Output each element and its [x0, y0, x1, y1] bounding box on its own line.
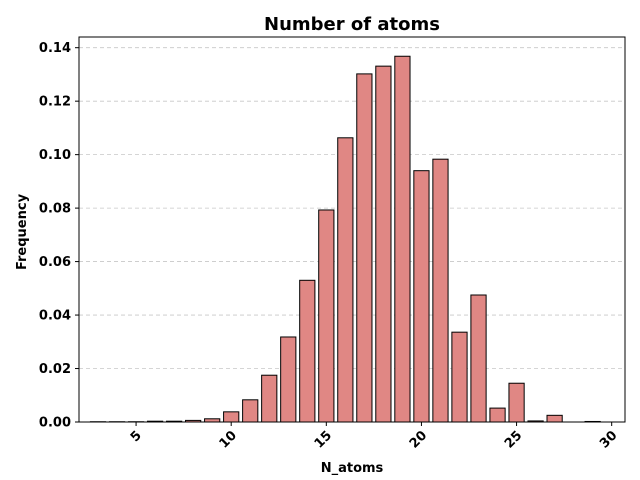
bar-13 [280, 336, 297, 423]
x-tick-label: 15 [312, 428, 335, 451]
y-ticks: 0.00 0.02 0.04 0.06 0.08 0.10 0.12 0.14 [39, 41, 79, 431]
y-tick-label: 0.00 [39, 416, 71, 431]
y-axis-label: Frequency [15, 193, 30, 270]
x-tick-label: 30 [597, 428, 620, 451]
y-tick-label: 0.14 [39, 41, 71, 56]
bar-18 [375, 65, 392, 423]
bar-22 [451, 331, 468, 423]
x-ticks: 5 10 15 20 25 30 [128, 422, 621, 452]
y-tick-label: 0.08 [39, 202, 71, 217]
bar-15 [318, 209, 335, 423]
bar-10 [223, 411, 240, 423]
y-tick-label: 0.10 [39, 148, 71, 163]
axes-layer [78, 36, 626, 423]
bar-14 [299, 279, 316, 423]
x-tick-label: 5 [128, 428, 145, 445]
bar-16 [337, 137, 354, 423]
bar-21 [432, 158, 449, 423]
y-tick-label: 0.06 [39, 255, 71, 270]
bar-24 [489, 407, 506, 423]
bar-23 [470, 294, 487, 423]
x-tick-label: 25 [502, 428, 525, 451]
bar-20 [413, 170, 430, 423]
x-tick-label: 10 [217, 428, 240, 451]
bar-27 [546, 414, 563, 423]
y-tick-label: 0.12 [39, 95, 71, 110]
bar-17 [356, 73, 373, 423]
bar-11 [242, 399, 259, 423]
x-axis-label: N_atoms [321, 461, 384, 476]
bars-layer [89, 55, 601, 423]
y-tick-label: 0.04 [39, 309, 71, 324]
bar-25 [508, 382, 525, 423]
x-tick-label: 20 [407, 428, 430, 451]
y-tick-label: 0.02 [39, 362, 71, 377]
chart-title: Number of atoms [264, 14, 440, 35]
bar-12 [261, 374, 278, 423]
plot-frame [78, 36, 626, 423]
bar-19 [394, 55, 411, 423]
